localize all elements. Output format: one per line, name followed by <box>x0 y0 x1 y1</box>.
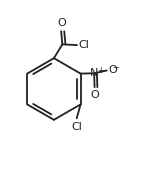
Text: O: O <box>91 90 99 100</box>
Text: O: O <box>108 65 117 75</box>
Text: N: N <box>90 68 99 78</box>
Text: +: + <box>97 66 104 75</box>
Text: O: O <box>58 19 66 28</box>
Text: Cl: Cl <box>78 40 89 50</box>
Text: Cl: Cl <box>71 122 82 132</box>
Text: −: − <box>113 63 120 72</box>
